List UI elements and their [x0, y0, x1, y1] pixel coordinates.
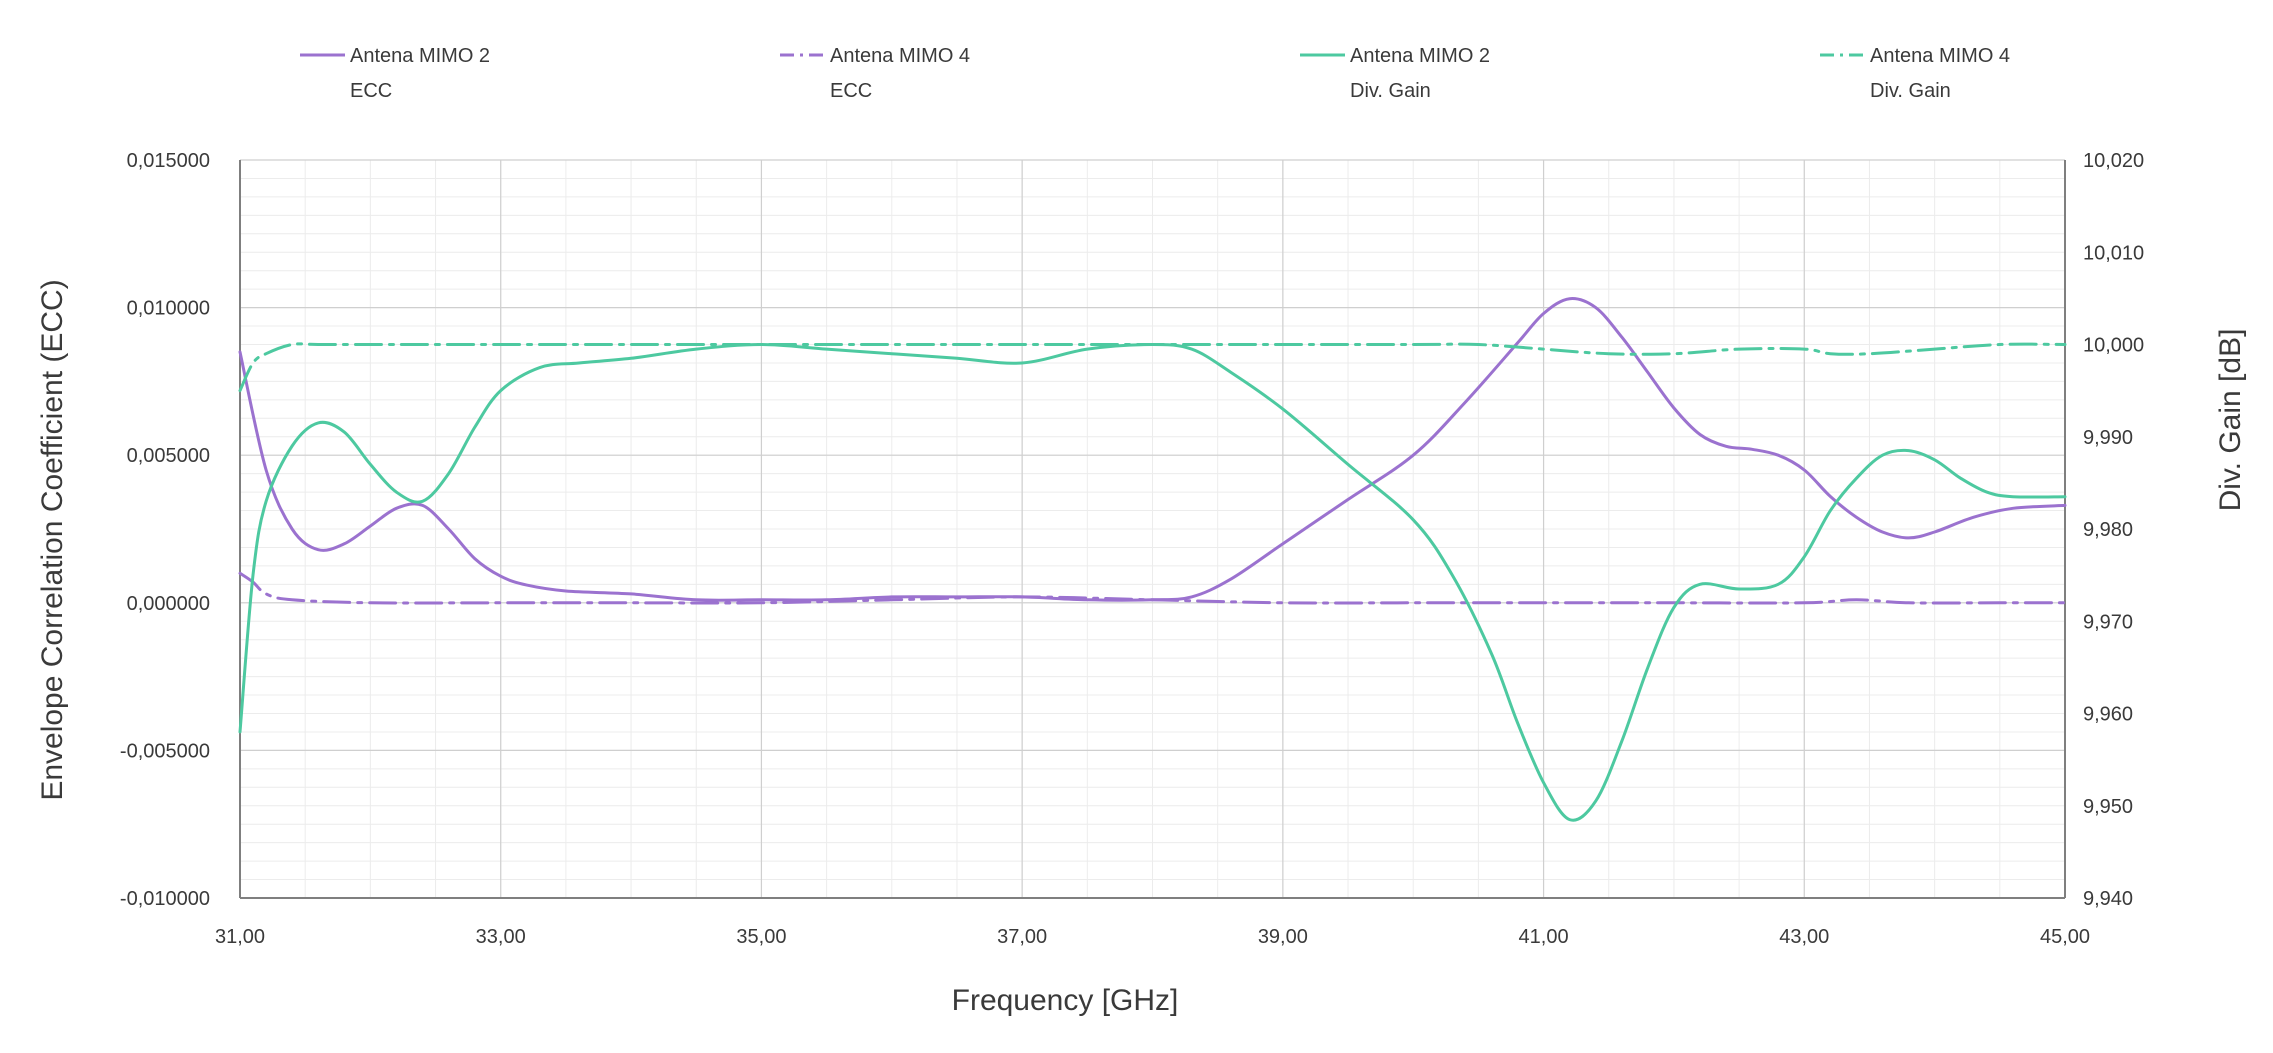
x-tick-label: 43,00	[1779, 926, 1829, 948]
y-tick-label: 0,000000	[127, 593, 210, 615]
legend-label-4: Antena MIMO 4	[1870, 45, 2010, 67]
legend: Antena MIMO 2 ECC Antena MIMO 4 ECC Antena M…	[300, 45, 2010, 102]
legend-label-2: Antena MIMO 4	[830, 45, 970, 67]
x-axis-title: Frequency [GHz]	[952, 984, 1179, 1017]
x-tick-label: 35,00	[736, 926, 786, 948]
legend-sublabel-4: Div. Gain	[1870, 80, 1951, 102]
series-lines	[238, 297, 2067, 822]
x-tick-label: 41,00	[1519, 926, 1569, 948]
y-tick-label: 0,010000	[127, 298, 210, 320]
y-tick-label: -0,010000	[120, 888, 210, 910]
series-line-1	[238, 297, 2067, 602]
y2-tick-label: 9,940	[2083, 888, 2133, 910]
y2-tick-label: 9,990	[2083, 427, 2133, 449]
grid-lines	[239, 159, 2066, 899]
legend-label-3: Antena MIMO 2	[1350, 45, 1490, 67]
y2-tick-label: 9,950	[2083, 796, 2133, 818]
y-tick-label: 0,015000	[127, 150, 210, 172]
y2-tick-label: 10,000	[2083, 335, 2144, 357]
x-tick-label: 45,00	[2040, 926, 2090, 948]
legend-sublabel-2: ECC	[830, 80, 872, 102]
y2-tick-label: 9,980	[2083, 519, 2133, 541]
y2-tick-label: 10,010	[2083, 242, 2144, 264]
tick-labels: 31,00 33,00 35,00 37,00 39,00 41,00 43,00 45,00…	[120, 150, 2144, 948]
x-tick-label: 31,00	[215, 926, 265, 948]
y2-tick-label: 9,960	[2083, 704, 2133, 726]
y-tick-label: 0,005000	[127, 445, 210, 467]
y-axis-title: Envelope Correlation Coefficient (ECC)	[36, 279, 69, 800]
y-tick-label: -0,005000	[120, 740, 210, 762]
y2-axis-title: Div. Gain [dB]	[2214, 329, 2247, 512]
legend-label-1: Antena MIMO 2	[350, 45, 490, 67]
legend-sublabel-1: ECC	[350, 80, 392, 102]
y2-tick-label: 10,020	[2083, 150, 2144, 172]
legend-sublabel-3: Div. Gain	[1350, 80, 1431, 102]
axes	[239, 160, 2066, 899]
series-line-3	[238, 343, 2067, 822]
x-tick-label: 39,00	[1258, 926, 1308, 948]
y2-tick-label: 9,970	[2083, 611, 2133, 633]
x-tick-label: 33,00	[476, 926, 526, 948]
series-line-2	[238, 571, 2067, 605]
x-tick-label: 37,00	[997, 926, 1047, 948]
